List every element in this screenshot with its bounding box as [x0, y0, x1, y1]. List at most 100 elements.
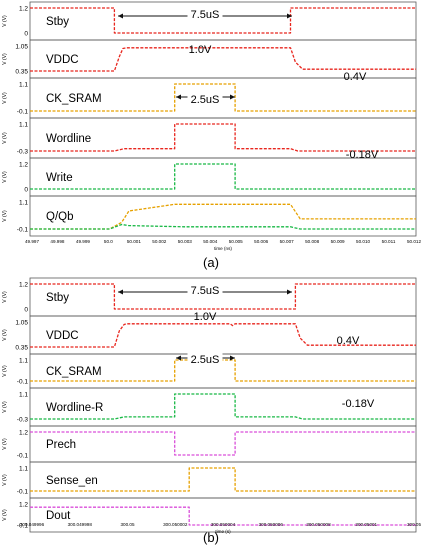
panel-b-ytick-bot-5: -0.1: [17, 489, 29, 496]
panel-a-ytick-top-1: 1.05: [15, 44, 28, 51]
panel-b-signal-label-1: VDDC: [46, 330, 79, 342]
panel-b-arrowhead-right-3: [230, 355, 235, 361]
panel-b-ytick-bot-1: 0.35: [15, 345, 28, 352]
panel-b-ylabel-5: V (V): [2, 474, 8, 486]
panel-a-xtick-12: 50.009: [331, 239, 345, 244]
panel-a-ytick-bot-4: 0: [24, 187, 28, 194]
panel-a-xtick-10: 50.007: [280, 239, 294, 244]
panel-a-strip-frame-5: [29, 195, 417, 237]
panel-b-trace-sense-en: [30, 467, 416, 492]
panel-a-signal-label-4: Write: [46, 172, 73, 184]
panel-b-ytick-top-5: 1.1: [19, 466, 28, 473]
panel-b-ylabel-4: V (V): [2, 438, 8, 450]
panel-b-xtick-6: 300.050008: [306, 522, 331, 527]
panel-b-xtick-8: 300.05: [407, 522, 421, 527]
panel-b-xtick-2: 300.05: [120, 522, 134, 527]
panel-b-ylabel-3: V (V): [2, 401, 8, 413]
panel-a-xtick-14: 50.011: [382, 239, 396, 244]
panel-a-ylabel-5: V (V): [2, 210, 8, 222]
panel-b-ylabel-2: V (V): [2, 365, 8, 377]
panel-a-trace-stby: [30, 7, 416, 34]
panel-b-ytick-top-6: 1.2: [19, 502, 28, 509]
panel-a-annotation-3: 2.5uS: [191, 94, 220, 106]
panel-b-annotation-4: -0.18V: [342, 398, 375, 410]
panel-b-ytick-bot-3: -0.3: [17, 417, 29, 424]
panel-b-ylabel-0: V (V): [2, 291, 8, 303]
panel-b-ytick-top-2: 1.1: [19, 358, 28, 365]
panel-a-ytick-bot-5: -0.1: [17, 227, 29, 234]
panel-a-xtick-4: 50.001: [127, 239, 141, 244]
panel-b-ytick-top-0: 1.2: [19, 282, 28, 289]
panel-a-signal-label-5: Q/Qb: [46, 211, 73, 223]
panel-a-ytick-top-4: 1.2: [19, 162, 28, 169]
panel-b-trace-stby: [30, 283, 416, 310]
panel-a-ytick-bot-3: -0.3: [17, 149, 29, 156]
panel-b-arrowhead-left-0: [118, 289, 123, 295]
panel-a-ytick-bot-2: -0.1: [17, 109, 29, 116]
panel-b-trace-wordline-r: [30, 393, 416, 420]
panel-a-annotation-bg-3: [187, 93, 223, 104]
panel-b-ytick-bot-2: -0.1: [17, 379, 29, 386]
panel-a-annotation-4: -0.18V: [346, 149, 379, 161]
panel-b-signal-label-0: Stby: [46, 292, 69, 304]
panel-a-annotation-0: 7.5uS: [191, 9, 220, 21]
panel-a-ylabel-3: V (V): [2, 132, 8, 144]
panel-b-xtick-3: 300.050002: [163, 522, 188, 527]
panel-a-ytick-bot-0: 0: [24, 31, 28, 38]
panel-b-signal-label-4: Prech: [46, 439, 76, 451]
panel-a-trace-wordline: [30, 123, 416, 152]
panel-b-ytick-top-3: 1.1: [19, 392, 28, 399]
panel-b-annotation-0: 7.5uS: [191, 285, 220, 297]
panel-a-arrowhead-right-3: [230, 94, 235, 100]
panel-a-signal-label-3: Wordline: [46, 133, 91, 145]
panel-a-trace-write: [30, 163, 416, 190]
panel-b: V (V) 1.2 0 Stby V (V) 1.05 0.35 VDDC V (V) 1.1 -0…: [2, 277, 421, 534]
panel-a-arrowhead-left-3: [176, 94, 181, 100]
panel-b-annotation-3: 2.5uS: [191, 354, 220, 366]
caption-b: (b): [203, 530, 219, 545]
panel-a-signal-label-0: Stby: [46, 16, 69, 28]
panel-a-annotation-bg-0: [187, 8, 223, 19]
panel-a-ytick-top-3: 1.1: [19, 122, 28, 129]
panel-b-ytick-bot-6: -0.1: [17, 523, 29, 530]
panel-a-trace-ck-sram: [30, 83, 416, 112]
panel-b-ytick-top-1: 1.05: [15, 320, 28, 327]
panel-a-xtick-5: 50.002: [152, 239, 166, 244]
panel-b-ytick-bot-0: 0: [24, 307, 28, 314]
panel-a-xtick-11: 50.008: [305, 239, 319, 244]
panel-a-arrowhead-right-0: [287, 13, 292, 19]
panel-b-signal-label-5: Sense_en: [46, 475, 98, 487]
panel-b-arrowhead-right-0: [287, 289, 292, 295]
panel-b-xtick-0: 300.049996: [20, 522, 45, 527]
panel-a-ylabel-1: V (V): [2, 53, 8, 65]
caption-a: (a): [203, 255, 219, 270]
panel-b-xtick-5: 300.050006: [259, 522, 284, 527]
panel-b-xtick-7: 300.05001: [355, 522, 377, 527]
panel-a-trace-q-qb: [30, 203, 416, 230]
panel-b-annotation-2: 0.4V: [337, 335, 360, 347]
panel-a-xtick-13: 50.010: [356, 239, 370, 244]
panel-a-annotation-2: 0.4V: [344, 71, 367, 83]
panel-a-ytick-bot-1: 0.35: [15, 69, 28, 76]
panel-a-xtick-2: 49.999: [76, 239, 90, 244]
panel-a: V (V) 1.2 0 Stby V (V) 1.05 0.35 VDDC V (V) 1.1 -0…: [2, 1, 421, 251]
panel-a-ytick-top-5: 1.1: [19, 200, 28, 207]
panel-b-signal-label-6: Dout: [46, 510, 71, 522]
panel-a-xtick-3: 50.0: [104, 239, 113, 244]
panel-b-ytick-bot-4: -0.1: [17, 453, 29, 460]
panel-a-xtick-9: 50.006: [254, 239, 268, 244]
panel-a-signal-label-2: CK_SRAM: [46, 93, 102, 105]
panel-b-annotation-1: 1.0V: [194, 311, 217, 323]
panel-a-xtick-15: 50.012: [407, 239, 421, 244]
panel-b-ylabel-1: V (V): [2, 329, 8, 341]
panel-a-ytick-top-2: 1.1: [19, 82, 28, 89]
panel-a-ylabel-4: V (V): [2, 171, 8, 183]
panel-a-trace-vddc: [30, 47, 416, 72]
panel-a-xtick-8: 50.005: [229, 239, 243, 244]
panel-b-trace-vddc: [30, 323, 416, 348]
panel-a-ytick-top-0: 1.2: [19, 6, 28, 13]
panel-b-xtick-1: 300.049998: [68, 522, 93, 527]
panel-b-trace-dout: [30, 506, 416, 526]
panel-b-strip-frame-6: [29, 497, 417, 533]
